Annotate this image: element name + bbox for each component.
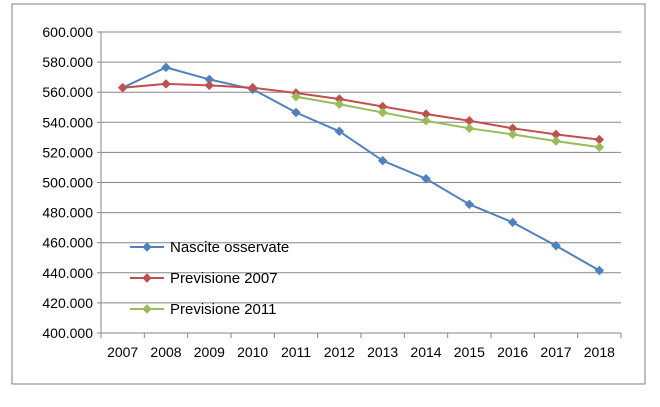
x-tick-label: 2012 bbox=[324, 344, 355, 360]
legend-label: Previsione 2007 bbox=[170, 270, 278, 287]
y-tick-label: 480.000 bbox=[42, 205, 93, 221]
data-point bbox=[377, 155, 388, 166]
legend-marker bbox=[142, 304, 152, 314]
x-tick-label: 2007 bbox=[107, 344, 138, 360]
x-tick-label: 2016 bbox=[497, 344, 528, 360]
legend-item: Nascite osservate bbox=[130, 239, 289, 256]
series-line bbox=[122, 82, 600, 141]
y-tick-label: 460.000 bbox=[42, 235, 93, 251]
x-tick-label: 2008 bbox=[150, 344, 181, 360]
x-tick-label: 2009 bbox=[194, 344, 225, 360]
y-tick-label: 500.000 bbox=[42, 175, 93, 191]
data-point bbox=[507, 129, 518, 140]
x-axis: 2007 2008 2009 2010 2011 2012 2013 2014 2015 2016… bbox=[100, 332, 622, 360]
y-axis: 400.000 420.000 440.000 460.000 480.000 500.0… bbox=[42, 24, 102, 341]
legend-item: Previsione 2007 bbox=[130, 270, 278, 287]
data-point bbox=[117, 82, 128, 93]
data-point bbox=[334, 99, 345, 110]
data-point bbox=[551, 240, 561, 251]
data-point bbox=[161, 79, 171, 89]
legend-label: Previsione 2011 bbox=[170, 301, 276, 318]
x-tick-label: 2014 bbox=[410, 344, 441, 360]
data-point bbox=[334, 126, 345, 137]
legend: Nascite osservate Previsione 2007 Previsio… bbox=[130, 239, 289, 318]
data-point bbox=[464, 199, 475, 210]
data-point bbox=[377, 107, 388, 118]
y-tick-label: 400.000 bbox=[42, 325, 93, 341]
legend-marker bbox=[142, 273, 152, 283]
data-point bbox=[291, 91, 301, 102]
data-point bbox=[594, 265, 605, 276]
legend-label: Nascite osservate bbox=[170, 239, 289, 256]
x-tick-label: 2018 bbox=[584, 344, 615, 360]
chart-border bbox=[11, 3, 646, 385]
data-point bbox=[247, 82, 258, 93]
series-line bbox=[295, 95, 600, 149]
data-point bbox=[421, 115, 431, 126]
y-tick-label: 520.000 bbox=[42, 144, 93, 160]
legend-marker bbox=[142, 242, 152, 252]
data-point bbox=[551, 136, 561, 146]
data-point bbox=[507, 217, 518, 228]
data-point bbox=[464, 123, 475, 134]
legend-item: Previsione 2011 bbox=[130, 301, 276, 318]
gridlines bbox=[101, 31, 621, 334]
data-point bbox=[291, 107, 301, 118]
y-tick-label: 440.000 bbox=[42, 265, 93, 281]
x-tick-label: 2015 bbox=[454, 344, 485, 360]
x-tick-label: 2011 bbox=[281, 344, 311, 360]
series-2 bbox=[291, 91, 605, 152]
x-tick-label: 2010 bbox=[237, 344, 268, 360]
series-layer bbox=[117, 62, 605, 276]
y-tick-label: 580.000 bbox=[42, 54, 93, 70]
x-tick-label: 2017 bbox=[540, 344, 571, 360]
data-point bbox=[594, 142, 605, 152]
series-line bbox=[122, 66, 600, 272]
y-tick-label: 600.000 bbox=[42, 24, 93, 40]
y-tick-label: 420.000 bbox=[42, 295, 93, 311]
x-tick-label: 2013 bbox=[367, 344, 398, 360]
data-point bbox=[421, 173, 431, 184]
y-tick-label: 540.000 bbox=[42, 114, 93, 130]
y-tick-label: 560.000 bbox=[42, 84, 93, 100]
data-point bbox=[161, 62, 171, 73]
data-point bbox=[204, 80, 215, 91]
